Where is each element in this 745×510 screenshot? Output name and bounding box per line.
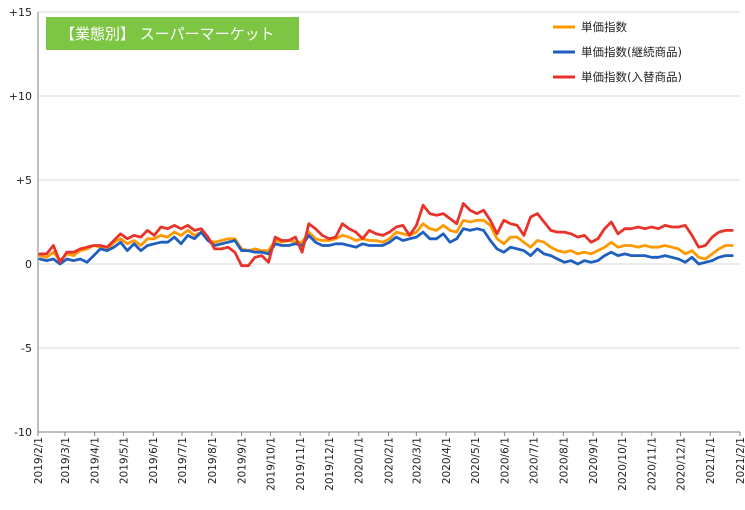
x-tick-label: 2020/6/1 xyxy=(500,437,512,484)
legend-label: 単価指数(入替商品) xyxy=(581,70,682,84)
x-tick-label: 2020/11/1 xyxy=(647,437,659,491)
x-tick-label: 2020/1/1 xyxy=(354,437,366,484)
x-tick-label: 2019/2/1 xyxy=(33,437,45,484)
x-tick-label: 2019/9/1 xyxy=(237,437,249,484)
legend-label: 単価指数 xyxy=(581,20,627,34)
chart-title: 【業態別】 スーパーマーケット xyxy=(60,25,275,43)
x-tick-label: 2020/3/1 xyxy=(411,437,423,484)
series-line-3 xyxy=(38,202,734,268)
x-tick-label: 2021/2/1 xyxy=(735,437,745,484)
x-tick-label: 2020/10/1 xyxy=(617,437,629,491)
x-tick-label: 2019/6/1 xyxy=(148,437,160,484)
x-tick-label: 2020/7/1 xyxy=(529,437,541,484)
legend-label: 単価指数(継続商品) xyxy=(581,45,682,59)
axes xyxy=(37,12,741,436)
x-tick-label: 2020/12/1 xyxy=(675,437,687,491)
x-tick-label: 2020/9/1 xyxy=(588,437,600,484)
x-tick-label: 2020/4/1 xyxy=(441,437,453,484)
x-tick-label: 2019/3/1 xyxy=(60,437,72,484)
series-line-2 xyxy=(38,227,734,266)
x-tick-label: 2019/12/1 xyxy=(324,437,336,491)
y-tick-labels: +15 +10 +5 0 -5 -10 xyxy=(9,6,32,439)
gridlines xyxy=(38,11,740,349)
y-tick-label: -5 xyxy=(21,342,32,355)
x-tick-label: 2021/1/1 xyxy=(705,437,717,484)
series-line-1 xyxy=(38,218,734,263)
chart-title-box: 【業態別】 スーパーマーケット xyxy=(46,17,299,50)
x-tick-label: 2020/8/1 xyxy=(558,437,570,484)
y-tick-label: +10 xyxy=(9,90,32,103)
x-tick-label: 2020/2/1 xyxy=(384,437,396,484)
x-tick-label: 2020/5/1 xyxy=(470,437,482,484)
x-tick-label: 2019/10/1 xyxy=(265,437,277,491)
x-tick-label: 2019/4/1 xyxy=(90,437,102,484)
x-tick-label: 2019/8/1 xyxy=(207,437,219,484)
x-tick-label: 2019/5/1 xyxy=(118,437,130,484)
x-tick-label: 2019/7/1 xyxy=(177,437,189,484)
y-tick-label: 0 xyxy=(25,258,32,271)
x-tick-labels: 2019/2/1 2019/3/1 2019/4/1 2019/5/1 2019/6/1… xyxy=(33,437,745,491)
series-lines xyxy=(38,202,734,268)
y-tick-label: +15 xyxy=(9,6,32,19)
y-tick-label: -10 xyxy=(14,426,32,439)
x-tick-label: 2019/11/1 xyxy=(295,437,307,491)
chart-title-background xyxy=(46,17,299,50)
y-tick-label: +5 xyxy=(16,174,32,187)
